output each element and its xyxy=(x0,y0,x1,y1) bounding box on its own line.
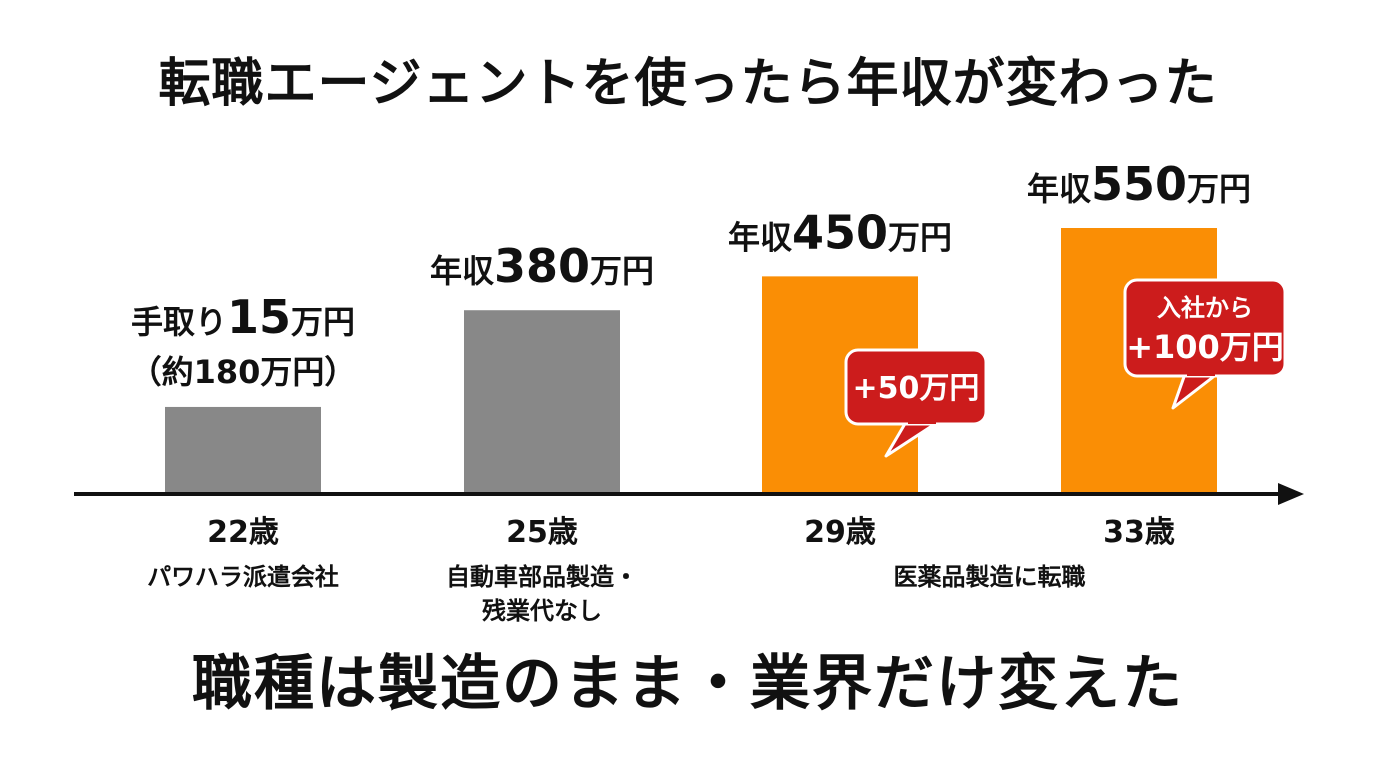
callout-text: 入社から xyxy=(1157,294,1253,322)
bar-value-label: 手取り15万円 xyxy=(131,290,355,344)
callout-text: +50万円 xyxy=(853,371,980,406)
x-tick-sublabel: 残業代なし xyxy=(482,597,602,625)
callout-seam xyxy=(1187,370,1215,376)
bar-value-label: 年収550万円 xyxy=(1027,157,1251,211)
callout-text: +100万円 xyxy=(1126,328,1284,366)
x-tick-label: 29歳 xyxy=(804,515,876,550)
x-tick-label: 22歳 xyxy=(207,515,279,550)
x-tick-label: 25歳 xyxy=(506,515,578,550)
x-tick-sublabel: パワハラ派遣会社 xyxy=(147,563,339,591)
bar-value-sublabel: （約180万円） xyxy=(130,353,357,391)
x-tick-label: 33歳 xyxy=(1103,515,1175,550)
bar-22歳 xyxy=(165,406,321,494)
bar-value-label: 年収380万円 xyxy=(430,239,654,293)
callout-seam xyxy=(908,418,936,424)
x-tick-sublabel: 自動車部品製造・ xyxy=(446,563,638,591)
bar-25歳 xyxy=(464,310,620,494)
x-axis-arrow xyxy=(1278,483,1304,505)
group-note: 医薬品製造に転職 xyxy=(894,563,1086,591)
bar-value-label: 年収450万円 xyxy=(728,205,952,259)
chart-footer-caption: 職種は製造のまま・業界だけ変えた xyxy=(192,649,1184,719)
chart-title: 転職エージェントを使ったら年収が変わった xyxy=(158,54,1218,114)
